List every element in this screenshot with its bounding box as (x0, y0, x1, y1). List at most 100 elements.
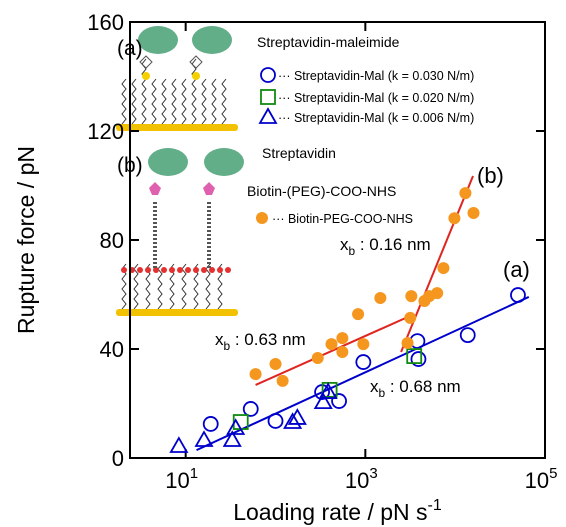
y-axis-label: Rupture force / pN (13, 146, 39, 334)
legend-label: ··· Streptavidin-Mal (k = 0.006 N/m) (278, 111, 474, 125)
annotation-sub: b (224, 339, 231, 353)
annotation-text: (b) (477, 163, 504, 188)
annotation: xb : 0.16 nm (340, 235, 431, 258)
legend-marker (256, 212, 268, 224)
data-point (405, 290, 418, 303)
fit-line (196, 296, 530, 452)
legend-marker (260, 89, 276, 105)
y-tick-label: 0 (112, 446, 124, 471)
data-point (357, 338, 370, 351)
maleimide (142, 72, 150, 80)
data-point (401, 337, 414, 350)
y-tick-label: 160 (87, 10, 124, 35)
annotation: (b) (477, 163, 504, 188)
fit-line (255, 316, 408, 386)
x-tick-label: 101 (165, 465, 198, 493)
annotation-text: x (370, 377, 379, 396)
legend-marker (258, 107, 278, 124)
legend-label: ··· Streptavidin-Mal (k = 0.020 N/m) (278, 91, 474, 105)
x-tick-base: 10 (525, 468, 549, 493)
annotation: (a) (503, 257, 530, 282)
x-axis-label-sup: -1 (428, 497, 442, 514)
annotation-text: x (215, 330, 224, 349)
annotation-text: (a) (503, 257, 530, 282)
data-point (448, 212, 461, 225)
data-point (202, 416, 219, 432)
protein (148, 148, 188, 176)
data-point (249, 368, 262, 381)
data-point (431, 287, 444, 300)
monolayer (121, 58, 227, 125)
maleimide (192, 72, 200, 80)
legend-label: ··· Streptavidin-Mal (k = 0.030 N/m) (278, 69, 474, 83)
annotation-sub: b (379, 386, 386, 400)
legend-label: ··· Biotin-PEG-COO-NHS (272, 212, 413, 226)
plot-frame (129, 21, 546, 459)
data-point (437, 262, 450, 275)
data-point (410, 351, 427, 367)
annotation: xb : 0.63 nm (215, 330, 306, 353)
biotin (149, 182, 215, 195)
data-point (331, 393, 347, 409)
inset-title: Biotin-(PEG)-COO-NHS (247, 183, 396, 199)
annotation-rest: : 0.63 nm (230, 330, 306, 349)
data-point (321, 381, 338, 398)
protein (138, 26, 178, 54)
x-tick-label: 105 (525, 465, 558, 493)
data-point (283, 412, 303, 429)
data-point (355, 354, 372, 370)
x-axis-label: Loading rate / pN s-1 (233, 497, 442, 525)
data-point (336, 332, 349, 345)
data-point (325, 338, 338, 351)
x-tick-base: 10 (345, 468, 369, 493)
inset-label: (a) (117, 37, 143, 60)
annotation: xb : 0.68 nm (370, 377, 461, 400)
data-point (313, 392, 333, 410)
data-point (287, 408, 307, 425)
annotation-rest: : 0.16 nm (355, 235, 431, 254)
data-point (406, 348, 423, 364)
linker-head (139, 55, 203, 69)
x-tick-base: 10 (165, 468, 189, 493)
x-tick-exponent: 5 (549, 465, 557, 482)
peg-chain (153, 200, 211, 268)
data-point (269, 357, 282, 370)
data-point (222, 430, 242, 447)
data-point (242, 401, 259, 417)
gold-surface (116, 124, 238, 131)
data-point (169, 436, 189, 453)
y-tick-label: 40 (100, 337, 124, 362)
inset-title: Streptavidin (262, 145, 336, 161)
gold-surface (116, 309, 238, 316)
data-point (374, 292, 387, 305)
ester-row (121, 267, 231, 273)
x-tick-exponent: 1 (190, 465, 198, 482)
annotation-sub: b (349, 244, 356, 258)
data-point (336, 345, 349, 358)
data-point (510, 287, 526, 303)
legend-marker (260, 67, 276, 83)
x-tick-label: 103 (345, 465, 378, 493)
monolayer (121, 263, 223, 310)
data-point (226, 418, 246, 435)
x-tick-exponent: 3 (369, 465, 377, 482)
y-tick-label: 120 (87, 119, 124, 144)
inset-label: (b) (117, 154, 143, 177)
y-tick-label: 80 (100, 228, 124, 253)
data-point (194, 430, 214, 447)
protein (204, 148, 244, 176)
data-point (311, 351, 324, 364)
data-point (352, 308, 365, 321)
data-point (276, 374, 289, 387)
data-point (404, 311, 417, 324)
inset-title: Streptavidin-maleimide (257, 34, 400, 50)
schematic (116, 26, 244, 316)
x-axis-label-main: Loading rate / pN s (233, 499, 427, 525)
annotation-rest: : 0.68 nm (385, 377, 461, 396)
data-point (459, 327, 476, 344)
protein (192, 26, 232, 54)
data-point (318, 382, 338, 399)
data-point (467, 207, 480, 220)
fit-line (400, 175, 474, 353)
